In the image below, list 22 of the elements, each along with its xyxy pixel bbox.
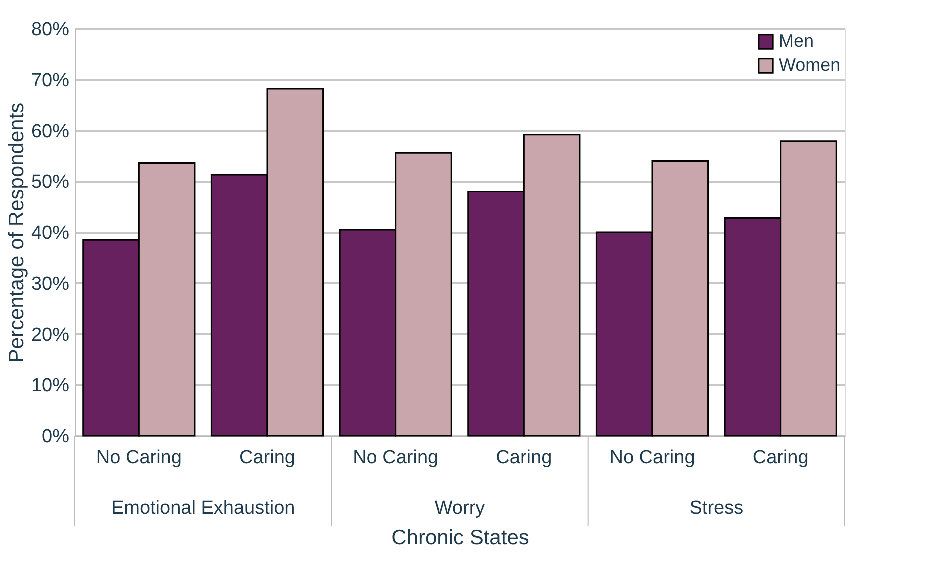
x-tick-label: No Caring	[96, 448, 182, 468]
y-tick-label: 40%	[31, 223, 70, 244]
text: Stress	[690, 498, 744, 519]
x-tick-label: No Caring	[353, 448, 439, 468]
x-axis-title: Chronic States	[392, 526, 530, 550]
y-tick-label: 50%	[31, 172, 70, 194]
y-tick-label: 80%	[31, 20, 70, 40]
y-axis-title: Percentage of Respondents	[5, 102, 28, 364]
x-tick-label: Caring	[240, 448, 296, 468]
y-tick-label: 0%	[42, 426, 70, 448]
y-tick-label: 10%	[31, 376, 70, 397]
legend-label: Women	[779, 55, 841, 75]
y-tick-label: 70%	[31, 70, 70, 92]
text: Worry	[434, 498, 486, 519]
text: Emotional Exhaustion	[111, 498, 296, 519]
x-tick-label: Caring	[496, 448, 552, 468]
y-tick-label: 60%	[31, 121, 70, 142]
legend-label: Men	[779, 31, 814, 51]
x-tick-label: Caring	[752, 448, 809, 468]
x-tick-label: No Caring	[610, 448, 696, 468]
y-tick-label: 30%	[31, 274, 70, 295]
y-tick-label: 20%	[31, 324, 70, 346]
